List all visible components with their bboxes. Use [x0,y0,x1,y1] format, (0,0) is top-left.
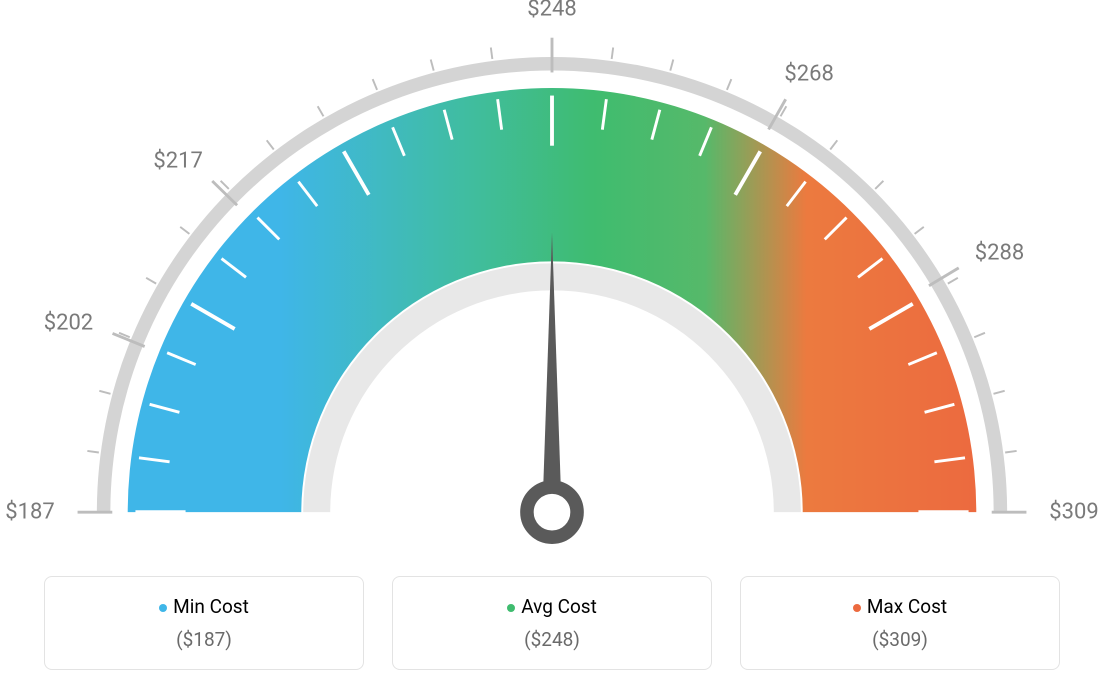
gauge-tick-label: $268 [784,62,833,87]
legend-card-min: Min Cost ($187) [44,576,364,670]
legend-title-avg: Avg Cost [393,595,711,618]
legend-card-max: Max Cost ($309) [740,576,1060,670]
gauge-tick-label: $202 [44,310,93,335]
gauge-tick-label: $217 [153,148,202,173]
legend-title-max-text: Max Cost [867,595,947,618]
gauge-chart: $187$202$217$248$268$288$309 [52,30,1052,570]
legend-card-avg: Avg Cost ($248) [392,576,712,670]
gauge-svg [52,30,1052,570]
gauge-tick-label: $309 [1049,500,1098,525]
legend-value-max: ($309) [741,628,1059,651]
legend: Min Cost ($187) Avg Cost ($248) Max Cost… [44,576,1060,670]
legend-value-min: ($187) [45,628,363,651]
gauge-tick-label: $248 [527,0,576,21]
legend-title-max: Max Cost [741,595,1059,618]
legend-title-min-text: Min Cost [173,595,249,618]
legend-value-avg: ($248) [393,628,711,651]
gauge-tick-label: $187 [5,500,54,525]
legend-title-avg-text: Avg Cost [521,595,597,618]
legend-dot-max [853,604,861,612]
legend-title-min: Min Cost [45,595,363,618]
legend-dot-avg [507,604,515,612]
gauge-tick-label: $288 [975,241,1024,266]
legend-dot-min [159,604,167,612]
